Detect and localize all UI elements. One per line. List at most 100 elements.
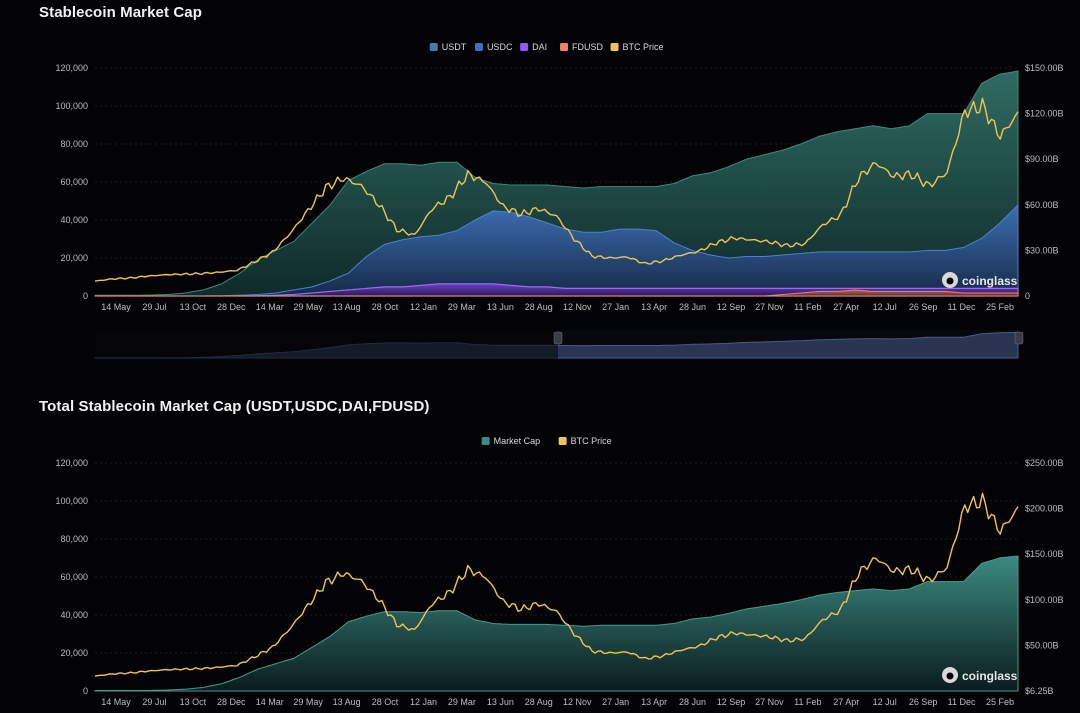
- x-axis-tick: 12 Sep: [717, 697, 746, 707]
- x-axis-tick: 14 May: [101, 697, 131, 707]
- left-axis-tick: 40,000: [60, 215, 88, 225]
- left-axis-tick: 40,000: [60, 610, 88, 620]
- legend-swatch-dai[interactable]: [520, 43, 529, 51]
- btc-price-line: [94, 97, 1019, 282]
- x-axis-tick: 29 May: [293, 697, 323, 707]
- coinglass-watermark: coinglass: [962, 274, 1018, 288]
- x-axis-tick: 27 Jan: [602, 302, 629, 312]
- right-axis-tick: $150.00B: [1025, 63, 1064, 73]
- x-axis-tick: 11 Dec: [948, 697, 976, 707]
- x-axis-tick: 28 Aug: [525, 697, 553, 707]
- left-axis-tick: 120,000: [55, 63, 88, 73]
- x-axis-tick: 13 Aug: [333, 302, 361, 312]
- right-axis-tick: $30.00B: [1025, 245, 1059, 255]
- left-axis-tick: 60,000: [60, 572, 88, 582]
- navigator-right-handle[interactable]: [1014, 331, 1024, 345]
- left-axis-tick: 80,000: [60, 139, 88, 149]
- x-axis-tick: 13 Jun: [487, 697, 514, 707]
- right-axis-tick: 0: [1025, 291, 1030, 301]
- legend-label: USDC: [487, 42, 513, 52]
- x-axis-tick: 29 Mar: [448, 697, 476, 707]
- x-axis-tick: 13 Apr: [641, 697, 667, 707]
- legend-label: FDUSD: [572, 42, 603, 52]
- x-axis-tick: 28 Oct: [372, 697, 399, 707]
- x-axis-tick: 29 Mar: [448, 302, 476, 312]
- x-axis-tick: 14 Mar: [256, 697, 284, 707]
- x-axis-tick: 28 Aug: [525, 302, 553, 312]
- right-axis-tick: $90.00B: [1025, 154, 1059, 164]
- x-axis-tick: 12 Sep: [717, 302, 746, 312]
- left-axis-tick: 0: [83, 686, 88, 696]
- stablecoin-market-cap-chart[interactable]: USDT USDC DAI FDUSD BTC Price 0 20,000 40,000 60…: [0, 30, 1080, 370]
- left-axis-tick: 60,000: [60, 177, 88, 187]
- navigator-left-handle[interactable]: [553, 331, 563, 345]
- left-axis-tick: 120,000: [55, 458, 88, 468]
- legend-swatch-btc-price[interactable]: [558, 437, 567, 445]
- x-axis-tick: 28 Jun: [679, 302, 706, 312]
- x-axis-tick: 13 Aug: [333, 697, 361, 707]
- chart-1-title: Stablecoin Market Cap: [39, 4, 202, 21]
- x-axis-tick: 12 Jan: [410, 697, 437, 707]
- x-axis-tick: 28 Oct: [372, 302, 399, 312]
- x-axis-tick: 13 Apr: [641, 302, 667, 312]
- total-stablecoin-market-cap-chart[interactable]: Market Cap BTC Price 0 20,000 40,000 60,000 80…: [0, 425, 1080, 713]
- right-axis-tick: $200.00B: [1025, 504, 1064, 514]
- x-axis-tick: 29 Jul: [142, 697, 166, 707]
- x-axis-tick: 13 Oct: [180, 302, 207, 312]
- x-axis-tick: 11 Feb: [794, 302, 821, 312]
- legend-label: BTC Price: [571, 436, 612, 446]
- x-axis-tick: 28 Dec: [217, 302, 246, 312]
- x-axis-tick: 14 Mar: [256, 302, 284, 312]
- chart-2-title: Total Stablecoin Market Cap (USDT,USDC,D…: [39, 398, 430, 415]
- right-axis-tick: $150.00B: [1025, 549, 1064, 559]
- right-axis-tick: $250.00B: [1025, 458, 1064, 468]
- x-axis-tick: 12 Jan: [410, 302, 437, 312]
- fdusd-area: [95, 289, 1019, 297]
- total-market-cap-area: [94, 70, 1019, 297]
- legend-label: BTC Price: [623, 42, 664, 52]
- btc-price-line: [94, 492, 1019, 677]
- legend-swatch-btc-price[interactable]: [610, 43, 619, 51]
- x-axis-tick: 26 Sep: [909, 697, 938, 707]
- x-axis-tick: 28 Dec: [217, 697, 246, 707]
- left-axis-tick: 100,000: [55, 496, 88, 506]
- x-axis-tick: 12 Nov: [563, 697, 592, 707]
- navigator-unselected-mask: [95, 330, 558, 360]
- x-axis-tick: 25 Feb: [986, 697, 1014, 707]
- market-cap-area: [94, 555, 1019, 692]
- right-axis-tick: $100.00B: [1025, 595, 1064, 605]
- left-axis-tick: 20,000: [60, 253, 88, 263]
- legend-swatch-fdusd[interactable]: [560, 43, 569, 51]
- x-axis-tick: 27 Jan: [602, 697, 629, 707]
- x-axis-tick: 29 Jul: [142, 302, 166, 312]
- x-axis-tick: 27 Apr: [833, 302, 859, 312]
- x-axis-tick: 11 Feb: [794, 697, 821, 707]
- right-axis-tick: $6.25B: [1025, 686, 1054, 696]
- left-axis-tick: 80,000: [60, 534, 88, 544]
- legend-swatch-usdt[interactable]: [429, 43, 438, 51]
- left-axis-tick: 100,000: [55, 101, 88, 111]
- coinglass-watermark: coinglass: [962, 669, 1018, 683]
- x-axis-tick: 13 Oct: [180, 697, 207, 707]
- right-axis-tick: $120.00B: [1025, 109, 1064, 119]
- x-axis-tick: 27 Apr: [833, 697, 859, 707]
- x-axis-tick: 29 May: [293, 302, 323, 312]
- legend-label: DAI: [532, 42, 547, 52]
- usdc-area: [95, 203, 1019, 297]
- right-axis-tick: $60.00B: [1025, 200, 1059, 210]
- legend-label: USDT: [442, 42, 467, 52]
- right-axis-tick: $50.00B: [1025, 640, 1059, 650]
- x-axis-tick: 14 May: [101, 302, 131, 312]
- left-axis-tick: 0: [83, 291, 88, 301]
- x-axis-tick: 27 Nov: [755, 697, 784, 707]
- legend-swatch-market-cap[interactable]: [481, 437, 490, 445]
- x-axis-tick: 12 Jul: [873, 302, 897, 312]
- x-axis-tick: 25 Feb: [986, 302, 1014, 312]
- x-axis-tick: 12 Jul: [873, 697, 897, 707]
- legend-swatch-usdc[interactable]: [474, 43, 483, 51]
- x-axis-tick: 13 Jun: [487, 302, 514, 312]
- x-axis-tick: 12 Nov: [563, 302, 592, 312]
- left-axis-tick: 20,000: [60, 648, 88, 658]
- legend-label: Market Cap: [494, 436, 541, 446]
- x-axis-tick: 26 Sep: [909, 302, 938, 312]
